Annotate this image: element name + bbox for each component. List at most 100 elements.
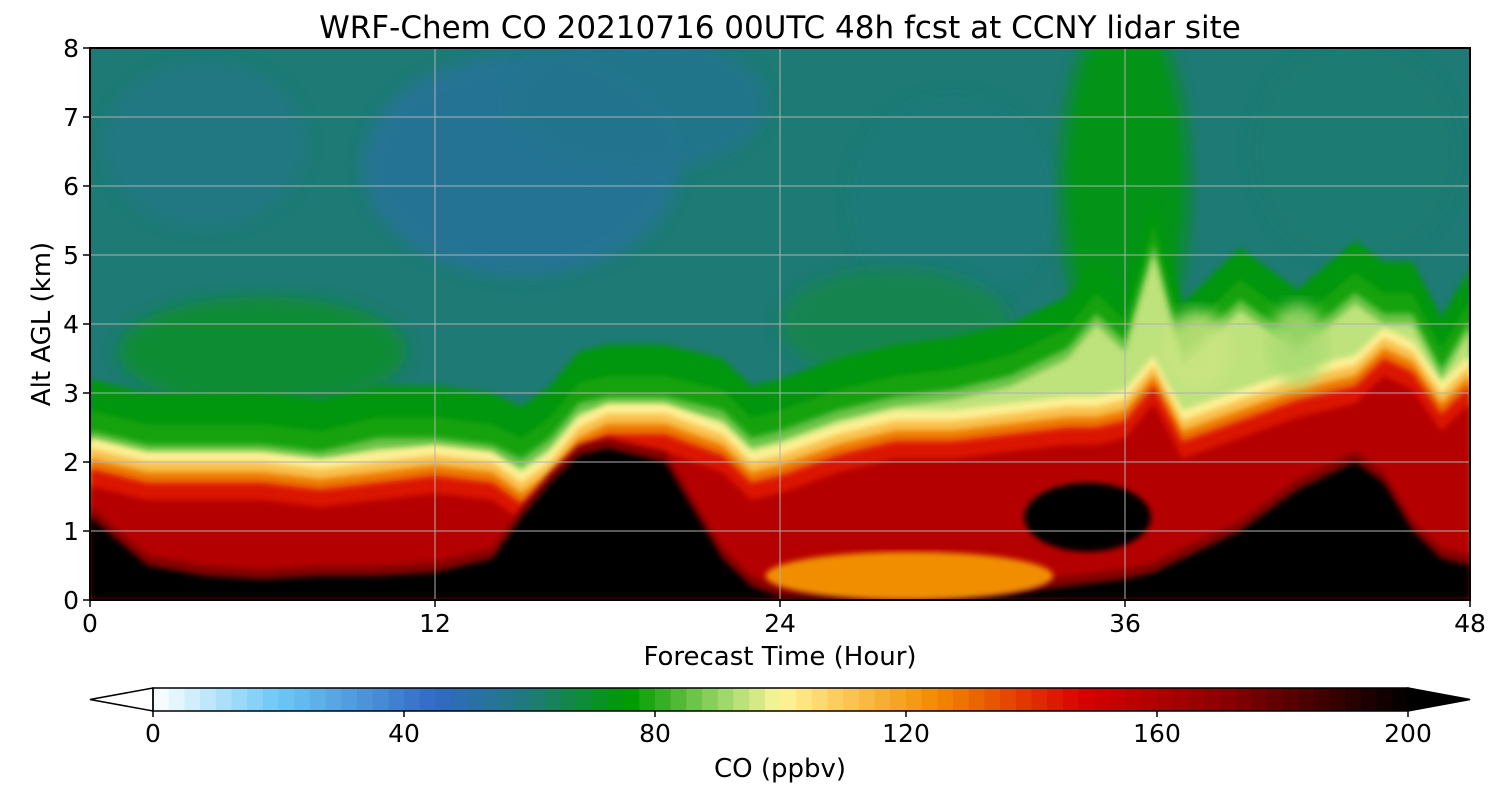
colorbar-ticks: 0 40 80 120 160 200 xyxy=(145,711,1432,748)
colorbar-swatch xyxy=(1062,688,1080,711)
colorbar-swatch xyxy=(1141,688,1158,711)
colorbar-swatch xyxy=(309,688,327,711)
y-tick-label: 7 xyxy=(63,103,79,132)
colorbar-swatch xyxy=(858,688,876,711)
colorbar-swatch xyxy=(1109,688,1127,711)
colorbar-swatch xyxy=(1204,688,1221,711)
colorbar-swatch xyxy=(1282,688,1299,711)
colorbar-swatch xyxy=(325,688,342,711)
colorbar-swatch xyxy=(1266,688,1284,711)
y-tick-label: 5 xyxy=(63,241,79,270)
colorbar-swatch xyxy=(168,688,185,711)
colorbar-swatch xyxy=(1031,688,1048,711)
colorbar-swatch xyxy=(1298,688,1315,711)
colorbar-swatch xyxy=(1078,688,1095,711)
colorbar-swatch xyxy=(388,688,405,711)
colorbar-swatch xyxy=(215,688,233,711)
colorbar-tick-label: 40 xyxy=(388,719,420,748)
colorbar-swatch xyxy=(1047,688,1064,711)
x-axis: 0 12 24 36 48 xyxy=(82,600,1486,638)
colorbar-swatch xyxy=(968,688,986,711)
colorbar-swatch xyxy=(1360,688,1378,711)
x-axis-label: Forecast Time (Hour) xyxy=(643,642,916,672)
chart-title: WRF-Chem CO 20210716 00UTC 48h fcst at C… xyxy=(319,10,1241,46)
colorbar-swatch xyxy=(466,688,484,711)
colorbar-swatch xyxy=(607,688,625,711)
colorbar-tick-label: 80 xyxy=(639,719,671,748)
colorbar-swatch xyxy=(435,688,452,711)
colorbar-swatch xyxy=(749,688,766,711)
x-tick-label: 36 xyxy=(1109,609,1141,638)
colorbar-swatch xyxy=(451,688,468,711)
colorbar-swatch xyxy=(200,688,217,711)
colorbar-swatch xyxy=(906,688,923,711)
contour-upper-patch xyxy=(851,96,1054,304)
y-tick-label: 1 xyxy=(63,517,79,546)
colorbar-swatch xyxy=(953,688,970,711)
colorbar-swatch xyxy=(1094,688,1111,711)
y-tick-label: 0 xyxy=(63,586,79,615)
colorbar-swatch xyxy=(294,688,311,711)
colorbar-swatch xyxy=(278,688,295,711)
colorbar-swatch xyxy=(1188,688,1205,711)
y-tick-label: 2 xyxy=(63,448,79,477)
y-axis-label: Alt AGL (km) xyxy=(27,242,57,406)
colorbar-tick-label: 0 xyxy=(145,719,161,748)
colorbar-swatch xyxy=(1172,688,1189,711)
colorbar-swatch xyxy=(811,688,829,711)
colorbar-swatch xyxy=(419,688,436,711)
colorbar-swatch xyxy=(717,688,735,711)
colorbar-swatch xyxy=(231,688,248,711)
colorbar-swatch xyxy=(247,688,264,711)
colorbar-swatch xyxy=(843,688,860,711)
colorbar-swatch xyxy=(670,688,687,711)
colorbar-label: CO (ppbv) xyxy=(714,754,846,784)
contour-feature-orange xyxy=(765,551,1054,600)
colorbar-swatch xyxy=(560,688,578,711)
colorbar-swatch xyxy=(498,688,515,711)
colorbar xyxy=(89,687,1471,712)
colorbar-swatch xyxy=(1219,688,1237,711)
x-tick-label: 0 xyxy=(82,609,98,638)
colorbar-swatch xyxy=(702,688,719,711)
contour-band-200 xyxy=(90,448,1470,600)
y-tick-label: 3 xyxy=(63,379,79,408)
colorbar-swatch xyxy=(1329,688,1346,711)
x-tick-label: 12 xyxy=(419,609,451,638)
colorbar-swatch xyxy=(592,688,609,711)
contour-upper-patch xyxy=(1254,48,1456,262)
colorbar-swatch xyxy=(890,688,907,711)
y-tick-label: 4 xyxy=(63,310,79,339)
colorbar-swatch xyxy=(655,688,672,711)
colorbar-swatch xyxy=(937,688,954,711)
colorbar-tick-label: 120 xyxy=(882,719,930,748)
contour-feature-plume xyxy=(1162,310,1232,393)
colorbar-swatch xyxy=(341,688,358,711)
colorbar-swatch xyxy=(372,688,389,711)
y-tick-label: 6 xyxy=(63,172,79,201)
contour-feature-plume xyxy=(1268,303,1327,387)
contour-upper-patch xyxy=(104,61,306,228)
colorbar-swatch xyxy=(1345,688,1362,711)
colorbar-swatch xyxy=(1000,688,1017,711)
colorbar-swatch xyxy=(576,688,593,711)
contour-feature-core xyxy=(1024,482,1151,552)
colorbar-swatch xyxy=(1392,688,1409,711)
x-tick-label: 48 xyxy=(1454,609,1486,638)
colorbar-swatch xyxy=(874,688,891,711)
x-tick-label: 24 xyxy=(764,609,796,638)
colorbar-swatch xyxy=(686,688,703,711)
colorbar-swatch xyxy=(984,688,1001,711)
colorbar-swatch xyxy=(733,688,750,711)
colorbar-swatch xyxy=(1125,688,1142,711)
colorbar-swatch xyxy=(513,688,531,711)
colorbar-swatch xyxy=(529,688,546,711)
colorbar-frame xyxy=(152,687,1409,712)
colorbar-swatch xyxy=(764,688,782,711)
colorbar-swatch xyxy=(1235,688,1252,711)
colorbar-swatch xyxy=(921,688,938,711)
colorbar-swatch xyxy=(184,688,201,711)
colorbar-swatch xyxy=(404,688,421,711)
colorbar-extend-max xyxy=(1407,687,1471,712)
